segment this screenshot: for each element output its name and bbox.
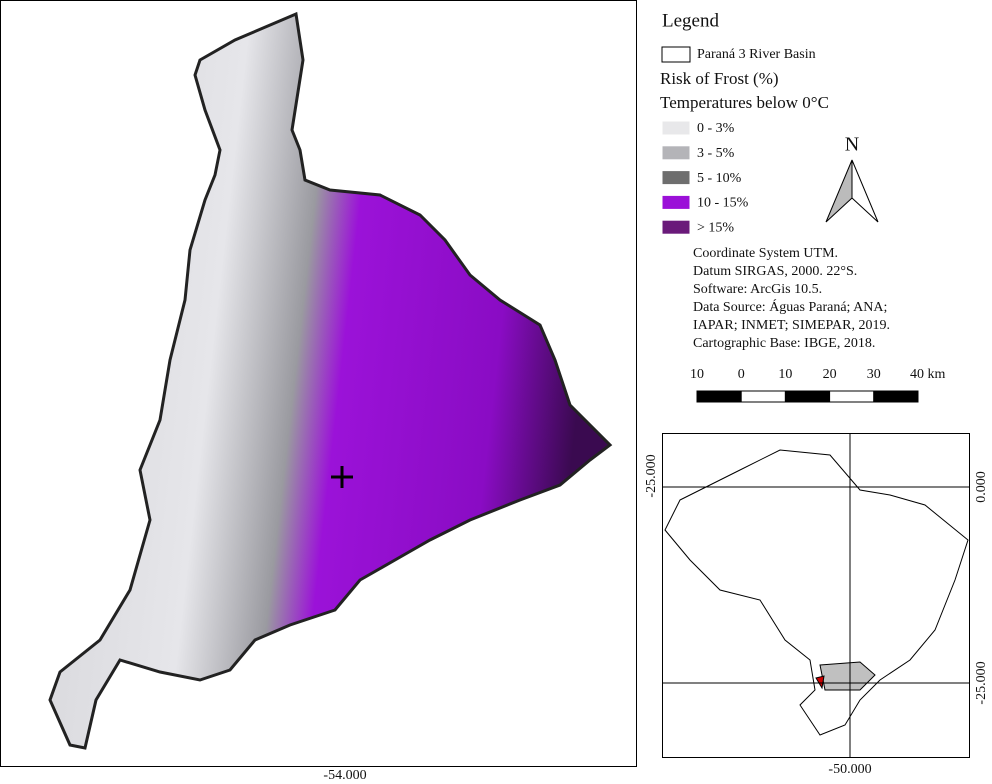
- basin: [48, 11, 613, 750]
- north-label: N: [845, 134, 859, 156]
- brazil-outline: [664, 449, 969, 736]
- basin-label: Paraná 3 River Basin: [697, 47, 816, 62]
- info-line: IAPAR; INMET; SIMEPAR, 2019.: [693, 318, 890, 333]
- scale-label: 10: [778, 367, 792, 382]
- class-swatch: [661, 145, 691, 161]
- inset-lon-label: -50.000: [828, 762, 871, 777]
- info-line: Cartographic Base: IBGE, 2018.: [693, 336, 875, 351]
- info-line: Coordinate System UTM.: [693, 246, 838, 261]
- risk-subtitle: Temperatures below 0°C: [660, 93, 829, 112]
- class-label: 10 - 15%: [697, 196, 749, 211]
- scale-label: 40 km: [910, 367, 946, 382]
- class-swatch: [661, 170, 691, 186]
- info-line: Datum SIRGAS, 2000. 22°S.: [693, 264, 857, 279]
- scale-label: 30: [867, 367, 881, 382]
- scale-segment: [740, 390, 786, 403]
- inset-lat-label: -25.000: [644, 454, 659, 497]
- north-arrow: [851, 159, 879, 223]
- scale-segment: [784, 390, 831, 403]
- info-line: Data Source: Águas Paraná; ANA;: [693, 298, 887, 315]
- scale-segment: [829, 390, 875, 403]
- main-frame: [0, 0, 637, 767]
- inset-lat-label: 0.000: [974, 471, 989, 503]
- class-label: > 15%: [697, 220, 734, 235]
- north-arrow-shade: [825, 159, 853, 223]
- scale-label: 0: [738, 367, 745, 382]
- scale-segment: [873, 390, 919, 403]
- class-label: 0 - 3%: [697, 121, 735, 136]
- scale-segment: [696, 390, 742, 403]
- class-label: 3 - 5%: [697, 146, 735, 161]
- class-label: 5 - 10%: [697, 171, 742, 186]
- info-line: Software: ArcGis 10.5.: [693, 282, 822, 297]
- class-swatch: [661, 194, 691, 210]
- legend-title: Legend: [662, 10, 719, 31]
- class-swatch: [661, 120, 691, 136]
- center-marker: [331, 466, 353, 488]
- longitude-label: -54.000: [323, 768, 366, 783]
- basin-swatch: [661, 46, 691, 63]
- risk-title: Risk of Frost (%): [660, 69, 779, 88]
- scale-label: 20: [823, 367, 837, 382]
- scale-label: 10: [690, 367, 704, 382]
- inset-frame: [662, 433, 970, 758]
- inset-lat-label: -25.000: [974, 661, 989, 704]
- class-swatch: [661, 219, 691, 235]
